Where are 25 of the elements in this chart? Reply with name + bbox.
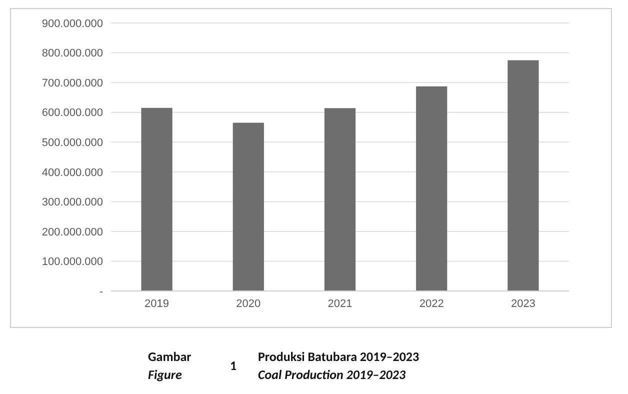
y-tick-label: 800.000.000 bbox=[42, 48, 103, 60]
y-tick-label: 400.000.000 bbox=[42, 166, 103, 179]
text: Coal Production 2019–2023 bbox=[258, 368, 406, 383]
text: 1 bbox=[230, 359, 237, 374]
bar bbox=[508, 60, 539, 291]
y-tick-label: 100.000.000 bbox=[42, 256, 103, 268]
text: Gambar bbox=[148, 350, 192, 365]
text: Produksi Batubara 2019–2023 bbox=[258, 350, 420, 365]
y-tick-label: 300.000.000 bbox=[42, 196, 103, 209]
y-tick-label: - bbox=[99, 286, 104, 298]
bar bbox=[416, 86, 448, 291]
y-tick-label: 600.000.000 bbox=[42, 107, 103, 120]
y-tick-label: 900.000.000 bbox=[42, 18, 103, 30]
bar bbox=[232, 122, 264, 291]
x-tick-label: 2021 bbox=[328, 298, 352, 310]
bar bbox=[324, 108, 356, 291]
text: Figure bbox=[148, 368, 182, 383]
x-tick-label: 2022 bbox=[419, 298, 444, 310]
y-tick-label: 500.000.000 bbox=[42, 137, 103, 150]
y-tick-label: 700.000.000 bbox=[42, 77, 103, 90]
x-tick-label: 2019 bbox=[144, 298, 170, 310]
x-tick-label: 2020 bbox=[236, 298, 261, 310]
bar bbox=[141, 108, 172, 291]
y-tick-label: 200.000.000 bbox=[42, 226, 103, 238]
x-tick-label: 2023 bbox=[510, 298, 536, 310]
